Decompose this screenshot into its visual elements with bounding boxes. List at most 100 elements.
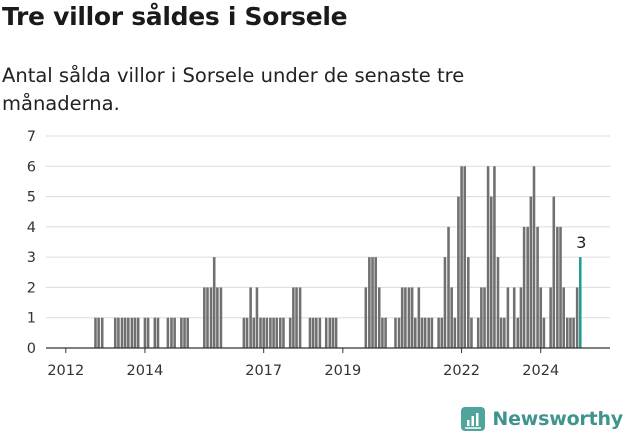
bar [262,317,265,348]
bar [450,287,453,348]
bar [183,317,186,348]
bar [212,257,216,348]
bar [252,317,256,348]
newsworthy-logo[interactable]: Newsworthy [461,407,623,431]
bar [552,196,556,348]
bar [384,317,387,348]
bar [156,317,160,348]
y-tick-label: 3 [27,250,36,266]
y-tick-label: 6 [27,159,36,175]
bar [242,317,246,348]
bar [565,317,569,348]
x-tick-label: 2022 [443,363,480,379]
bar [259,317,262,348]
bar [364,287,368,348]
bar [480,287,483,348]
bar [460,166,463,348]
bar [331,317,335,348]
annotation: 3 [576,233,586,252]
latest-value-label: 3 [576,233,586,252]
bar [295,287,298,348]
bar [166,317,170,348]
bar [397,317,401,348]
bar [417,287,421,348]
bar [400,287,404,348]
bar [516,317,520,348]
bar [269,317,272,348]
bar [255,287,259,348]
gridlines [46,135,610,319]
bar [127,317,130,348]
bar [539,287,543,348]
bar [94,317,97,348]
bar [206,287,209,348]
bar [519,287,523,348]
bar [275,317,279,348]
y-tick-label: 1 [27,311,36,327]
chart-title: Tre villor såldes i Sorsele [2,2,348,31]
bar [381,317,384,348]
y-axis: 0 1 2 3 4 5 6 7 [27,129,36,357]
bar [203,287,206,348]
bar [123,317,127,348]
bar [440,317,444,348]
bar [100,317,104,348]
bar [130,317,134,348]
bar [279,317,282,348]
brand-name: Newsworthy [492,408,623,430]
bar-chart: 0 1 2 3 4 5 6 7 2012 2014 2017 2019 2022 2024 3 [27,129,610,379]
bar [113,317,117,348]
y-tick-label: 4 [27,220,36,236]
bar [427,317,431,348]
bar [219,287,223,348]
bar [522,226,526,348]
y-tick-label: 5 [27,190,36,206]
bar [512,287,516,348]
bar [556,226,559,348]
bar [377,287,381,348]
bar [467,257,470,348]
x-axis: 2012 2014 2017 2019 2022 2024 [46,347,610,379]
x-tick-label: 2024 [522,363,559,379]
bar [457,196,460,348]
bars [94,166,582,348]
bar [572,317,575,348]
bar [489,196,493,348]
bar [575,287,579,348]
bar [374,257,377,348]
bar [430,317,434,348]
bar [272,317,275,348]
bar [136,317,140,348]
bar [170,317,173,348]
bar [120,317,124,348]
bar [407,287,411,348]
chart-subtitle: Antal sålda villor i Sorsele under de se… [2,64,465,115]
bar [420,317,424,348]
bar [453,317,457,348]
y-tick-label: 7 [27,129,36,145]
y-tick-label: 0 [27,341,36,357]
bar [153,317,157,348]
bar [371,257,374,348]
bar [318,317,322,348]
bar [282,317,285,348]
bar [559,226,562,348]
bar [328,317,332,348]
bar [536,226,539,348]
bar [437,317,440,348]
bar [503,317,506,348]
bar [209,287,213,348]
bar [483,287,486,348]
bar [413,317,417,348]
x-tick-label: 2019 [324,363,361,379]
bar [486,166,490,348]
bar-latest [579,257,582,348]
bar [529,196,533,348]
bar [311,317,315,348]
bar [562,287,565,348]
bar [292,287,295,348]
bar [526,226,529,348]
bar [216,287,219,348]
bar [334,317,338,348]
bar [463,166,467,348]
